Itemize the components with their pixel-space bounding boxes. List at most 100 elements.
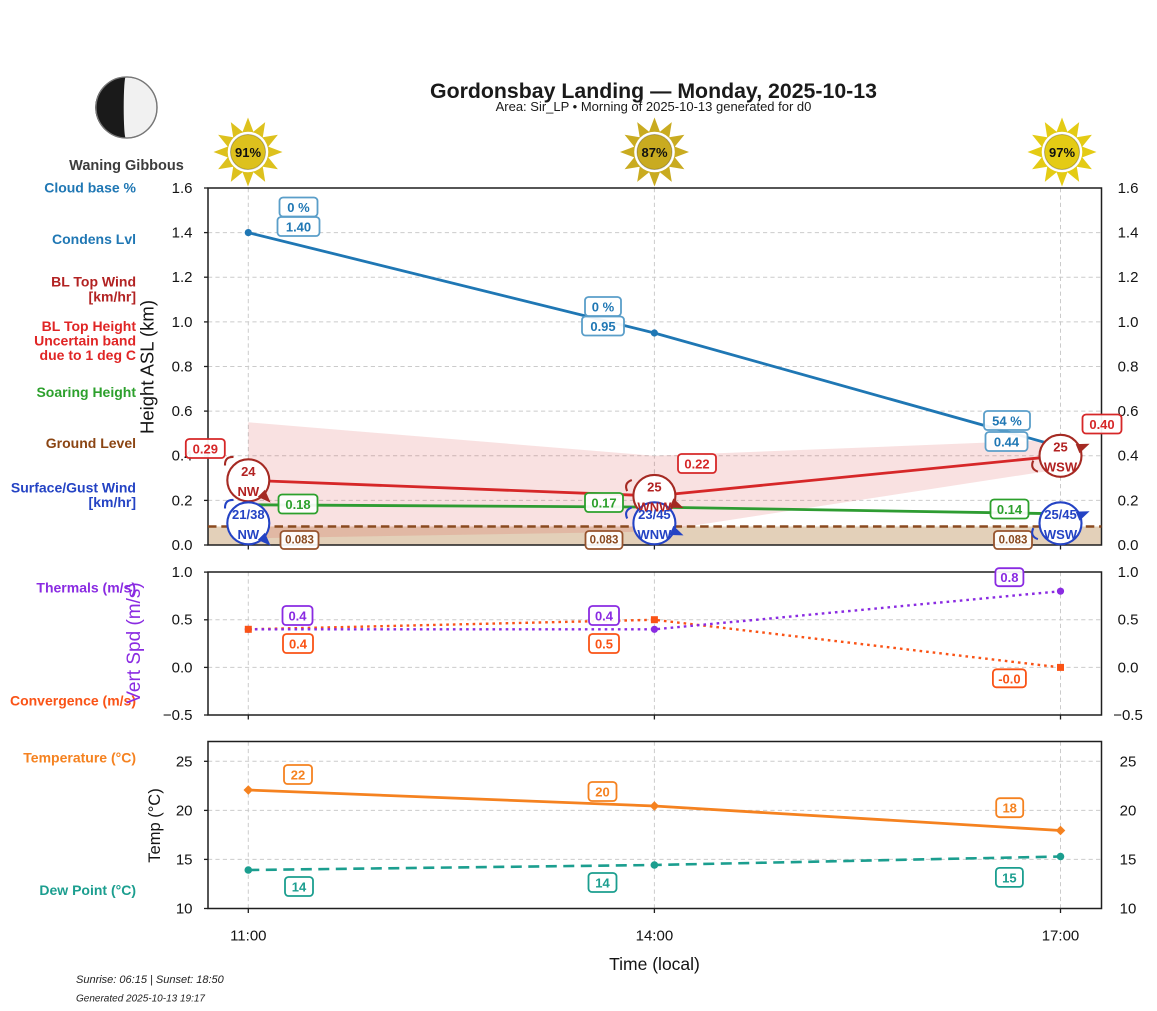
svg-text:1.6: 1.6 <box>172 180 193 197</box>
svg-text:11:00: 11:00 <box>230 928 266 945</box>
svg-text:−0.5: −0.5 <box>1113 707 1143 724</box>
svg-text:0.2: 0.2 <box>172 492 193 509</box>
svg-text:Height ASL (km): Height ASL (km) <box>137 300 158 434</box>
svg-text:Surface/Gust Wind: Surface/Gust Wind <box>11 480 136 496</box>
svg-text:Dew Point (°C): Dew Point (°C) <box>39 882 136 898</box>
svg-text:1.2: 1.2 <box>1118 269 1139 286</box>
svg-text:0.083: 0.083 <box>999 535 1028 547</box>
svg-text:25: 25 <box>1053 439 1067 454</box>
svg-text:0.40: 0.40 <box>1089 417 1114 432</box>
svg-text:1.0: 1.0 <box>172 314 193 331</box>
svg-text:0 %: 0 % <box>287 200 310 215</box>
svg-text:22: 22 <box>291 768 305 783</box>
svg-text:20: 20 <box>595 785 609 800</box>
svg-text:NW: NW <box>237 527 259 542</box>
svg-text:0.44: 0.44 <box>994 435 1020 450</box>
svg-text:91%: 91% <box>235 145 261 160</box>
svg-text:WNW: WNW <box>637 499 672 514</box>
svg-text:Cloud base %: Cloud base % <box>44 180 136 196</box>
svg-text:10: 10 <box>1120 901 1137 918</box>
svg-text:1.6: 1.6 <box>1118 180 1139 197</box>
svg-text:0.29: 0.29 <box>193 442 218 457</box>
svg-text:0.5: 0.5 <box>172 612 193 629</box>
svg-text:0.4: 0.4 <box>288 609 307 624</box>
svg-text:0.6: 0.6 <box>1118 403 1139 420</box>
svg-text:0.8: 0.8 <box>172 359 193 376</box>
svg-text:Waning Gibbous: Waning Gibbous <box>69 158 184 174</box>
svg-text:BL Top Height: BL Top Height <box>42 318 137 334</box>
svg-text:87%: 87% <box>641 145 667 160</box>
svg-text:20: 20 <box>1120 802 1137 819</box>
svg-text:1.0: 1.0 <box>1118 314 1139 331</box>
svg-text:Generated 2025-10-13 19:17: Generated 2025-10-13 19:17 <box>76 994 205 1005</box>
svg-text:97%: 97% <box>1049 145 1075 160</box>
svg-text:14: 14 <box>595 876 610 891</box>
svg-text:0.0: 0.0 <box>1118 537 1139 554</box>
svg-text:0.17: 0.17 <box>591 496 616 511</box>
svg-text:23/45: 23/45 <box>638 507 671 522</box>
svg-text:15: 15 <box>176 851 193 868</box>
svg-text:Uncertain band: Uncertain band <box>34 333 136 349</box>
svg-text:0.14: 0.14 <box>997 502 1023 517</box>
svg-text:1.4: 1.4 <box>172 225 193 242</box>
svg-text:1.2: 1.2 <box>172 269 193 286</box>
svg-text:Time (local): Time (local) <box>609 954 700 974</box>
svg-text:Thermals (m/s): Thermals (m/s) <box>36 580 136 596</box>
svg-text:0.22: 0.22 <box>684 457 709 472</box>
svg-text:Temp (°C): Temp (°C) <box>146 788 164 862</box>
svg-text:0.8: 0.8 <box>1000 570 1018 585</box>
svg-text:BL Top Wind: BL Top Wind <box>51 274 136 290</box>
svg-text:0.0: 0.0 <box>1118 659 1139 676</box>
svg-text:25: 25 <box>1120 753 1137 770</box>
svg-text:[km/hr]: [km/hr] <box>89 494 136 510</box>
svg-text:21/38: 21/38 <box>232 507 265 522</box>
svg-text:0.0: 0.0 <box>172 659 193 676</box>
svg-text:1.40: 1.40 <box>286 220 311 235</box>
svg-text:0.5: 0.5 <box>595 637 613 652</box>
svg-text:0 %: 0 % <box>592 300 615 315</box>
svg-text:[km/hr]: [km/hr] <box>89 289 136 305</box>
svg-text:0.18: 0.18 <box>285 497 310 512</box>
svg-text:Ground Level: Ground Level <box>46 435 136 451</box>
svg-text:25/45: 25/45 <box>1044 507 1077 522</box>
svg-text:1.0: 1.0 <box>172 564 193 581</box>
svg-text:18: 18 <box>1002 801 1016 816</box>
svg-text:-0.0: -0.0 <box>998 671 1020 686</box>
svg-text:Condens Lvl: Condens Lvl <box>52 231 136 247</box>
svg-text:Vert Spd (m/s): Vert Spd (m/s) <box>124 582 145 703</box>
svg-text:0.95: 0.95 <box>590 319 615 334</box>
svg-text:0.4: 0.4 <box>289 637 308 652</box>
svg-text:WSW: WSW <box>1044 527 1078 542</box>
svg-text:Convergence (m/s): Convergence (m/s) <box>10 693 136 709</box>
svg-text:0.083: 0.083 <box>285 535 314 547</box>
svg-text:NW: NW <box>237 484 259 499</box>
svg-text:0.8: 0.8 <box>1118 359 1139 376</box>
svg-text:0.4: 0.4 <box>595 609 614 624</box>
svg-text:25: 25 <box>176 753 193 770</box>
svg-text:Area: Sir_LP • Morning of 2025: Area: Sir_LP • Morning of 2025-10-13 gen… <box>496 99 812 114</box>
svg-text:0.2: 0.2 <box>1118 492 1139 509</box>
svg-text:14: 14 <box>292 880 307 895</box>
svg-text:20: 20 <box>176 802 193 819</box>
svg-text:54 %: 54 % <box>992 414 1022 429</box>
svg-text:25: 25 <box>647 479 661 494</box>
svg-text:1.4: 1.4 <box>1118 225 1139 242</box>
svg-text:10: 10 <box>176 901 193 918</box>
svg-text:0.4: 0.4 <box>1118 448 1139 465</box>
svg-text:15: 15 <box>1120 851 1137 868</box>
svg-text:due to 1 deg C: due to 1 deg C <box>40 347 136 363</box>
svg-text:0.083: 0.083 <box>590 535 619 547</box>
svg-text:1.0: 1.0 <box>1118 564 1139 581</box>
svg-text:−0.5: −0.5 <box>163 707 193 724</box>
svg-text:15: 15 <box>1002 870 1016 885</box>
svg-text:Soaring Height: Soaring Height <box>36 384 136 400</box>
svg-text:Gordonsbay Landing — Monday, 2: Gordonsbay Landing — Monday, 2025-10-13 <box>430 79 877 103</box>
svg-text:24: 24 <box>241 464 256 479</box>
svg-text:0.6: 0.6 <box>172 403 193 420</box>
svg-text:WNW: WNW <box>637 527 672 542</box>
svg-text:14:00: 14:00 <box>636 928 674 945</box>
svg-text:0.0: 0.0 <box>172 537 193 554</box>
svg-text:Sunrise: 06:15 | Sunset: 18:50: Sunrise: 06:15 | Sunset: 18:50 <box>76 974 225 986</box>
svg-text:Temperature (°C): Temperature (°C) <box>23 750 136 766</box>
svg-text:WSW: WSW <box>1044 459 1078 474</box>
